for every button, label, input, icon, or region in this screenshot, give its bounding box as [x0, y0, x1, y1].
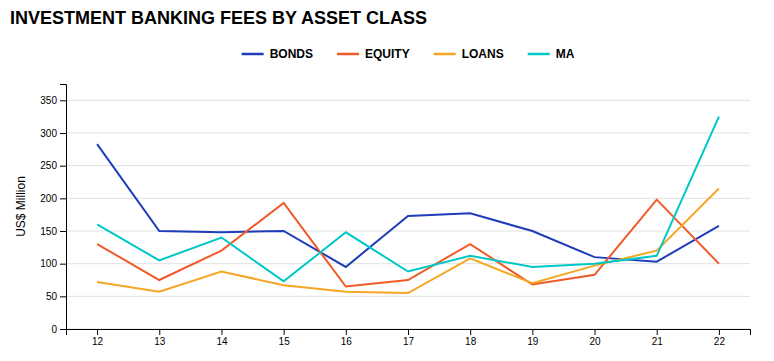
legend-label: EQUITY: [365, 47, 410, 61]
x-tick-mark: [408, 329, 409, 335]
x-tick: 18: [465, 329, 477, 347]
x-tick: 16: [341, 329, 353, 347]
x-tick: 21: [652, 329, 664, 347]
y-tick: 150: [40, 226, 66, 237]
x-tick-label: 12: [92, 336, 104, 347]
x-axis: 12 13 14 15 16 17 18 19 20 21 22: [67, 329, 751, 347]
x-tick-mark: [719, 329, 720, 335]
x-tick-mark: [532, 329, 533, 335]
y-tick-label: 0: [51, 324, 57, 335]
grid-line: [66, 133, 750, 134]
grid-line: [66, 165, 750, 166]
y-tick-label: 300: [40, 128, 57, 139]
x-tick-mark: [657, 329, 658, 335]
legend-swatch: [434, 53, 456, 56]
legend-swatch: [528, 53, 550, 56]
x-tick: 17: [403, 329, 415, 347]
series-line: [97, 117, 719, 282]
y-tick-label: 150: [40, 226, 57, 237]
x-tick: 19: [527, 329, 539, 347]
legend-label: BONDS: [270, 47, 313, 61]
y-tick-mark: [60, 198, 66, 199]
y-tick-mark: [60, 329, 66, 330]
x-tick-label: 14: [216, 336, 228, 347]
legend-item: MA: [528, 47, 575, 61]
x-tick-mark: [346, 329, 347, 335]
y-tick: 0: [51, 324, 66, 335]
y-tick: 100: [40, 258, 66, 269]
title: INVESTMENT BANKING FEES BY ASSET CLASS: [10, 8, 427, 28]
x-tick-mark: [470, 329, 471, 335]
x-tick-label: 15: [279, 336, 291, 347]
x-tick-label: 19: [527, 336, 539, 347]
x-tick-label: 17: [403, 336, 415, 347]
legend-label: MA: [556, 47, 575, 61]
legend-swatch: [337, 53, 359, 56]
grid-line: [66, 263, 750, 264]
x-tick-label: 22: [714, 336, 726, 347]
series-line: [97, 200, 719, 287]
x-tick-label: 16: [341, 336, 353, 347]
legend-item: BONDS: [242, 47, 313, 61]
x-tick-label: 20: [589, 336, 601, 347]
y-tick-mark: [60, 264, 66, 265]
x-tick-mark: [284, 329, 285, 335]
y-tick-label: 350: [40, 95, 57, 106]
x-tick: 12: [92, 329, 104, 347]
x-tick-label: 13: [154, 336, 166, 347]
x-tick-mark: [97, 329, 98, 335]
x-tick: 13: [154, 329, 166, 347]
y-axis: 0 50 100 150 200 250 300 350: [40, 85, 66, 335]
grid-line: [66, 296, 750, 297]
y-tick-label: 250: [40, 160, 57, 171]
y-tick-mark: [60, 100, 66, 101]
legend-item: LOANS: [434, 47, 504, 61]
legend-item: EQUITY: [337, 47, 410, 61]
y-tick-mark: [60, 231, 66, 232]
y-tick-mark: [60, 166, 66, 167]
y-tick: 350: [40, 95, 66, 106]
x-tick-mark: [159, 329, 160, 335]
legend-label: LOANS: [462, 47, 504, 61]
x-tick-label: 21: [652, 336, 664, 347]
legend: BONDS EQUITY LOANS MA: [242, 47, 575, 61]
x-tick: 22: [714, 329, 726, 347]
plot: 12 13 14 15 16 17 18 19 20 21 22 0 50 100 150 200 250 300…: [40, 85, 750, 348]
x-tick: 15: [279, 329, 291, 347]
x-axis-line: [67, 330, 751, 336]
y-axis-line: [60, 85, 67, 330]
legend-swatch: [242, 53, 264, 56]
y-tick-mark: [60, 296, 66, 297]
grid: [66, 100, 750, 329]
y-tick-label: 200: [40, 193, 57, 204]
y-axis-title: US$ Million: [14, 176, 28, 237]
x-tick-mark: [221, 329, 222, 335]
y-tick-label: 100: [40, 258, 57, 269]
x-tick-label: 18: [465, 336, 477, 347]
series-line: [97, 189, 719, 294]
chart: INVESTMENT BANKING FEES BY ASSET CLASS 12…: [0, 0, 774, 361]
grid-line: [66, 100, 750, 101]
x-tick-mark: [595, 329, 596, 335]
x-tick: 14: [216, 329, 228, 347]
y-tick-mark: [60, 133, 66, 134]
grid-line: [66, 198, 750, 199]
y-tick-label: 50: [46, 291, 58, 302]
lines: [97, 117, 719, 293]
y-tick: 300: [40, 128, 66, 139]
y-tick: 200: [40, 193, 66, 204]
y-tick: 50: [46, 291, 66, 302]
y-tick: 250: [40, 160, 66, 171]
x-tick: 20: [589, 329, 601, 347]
